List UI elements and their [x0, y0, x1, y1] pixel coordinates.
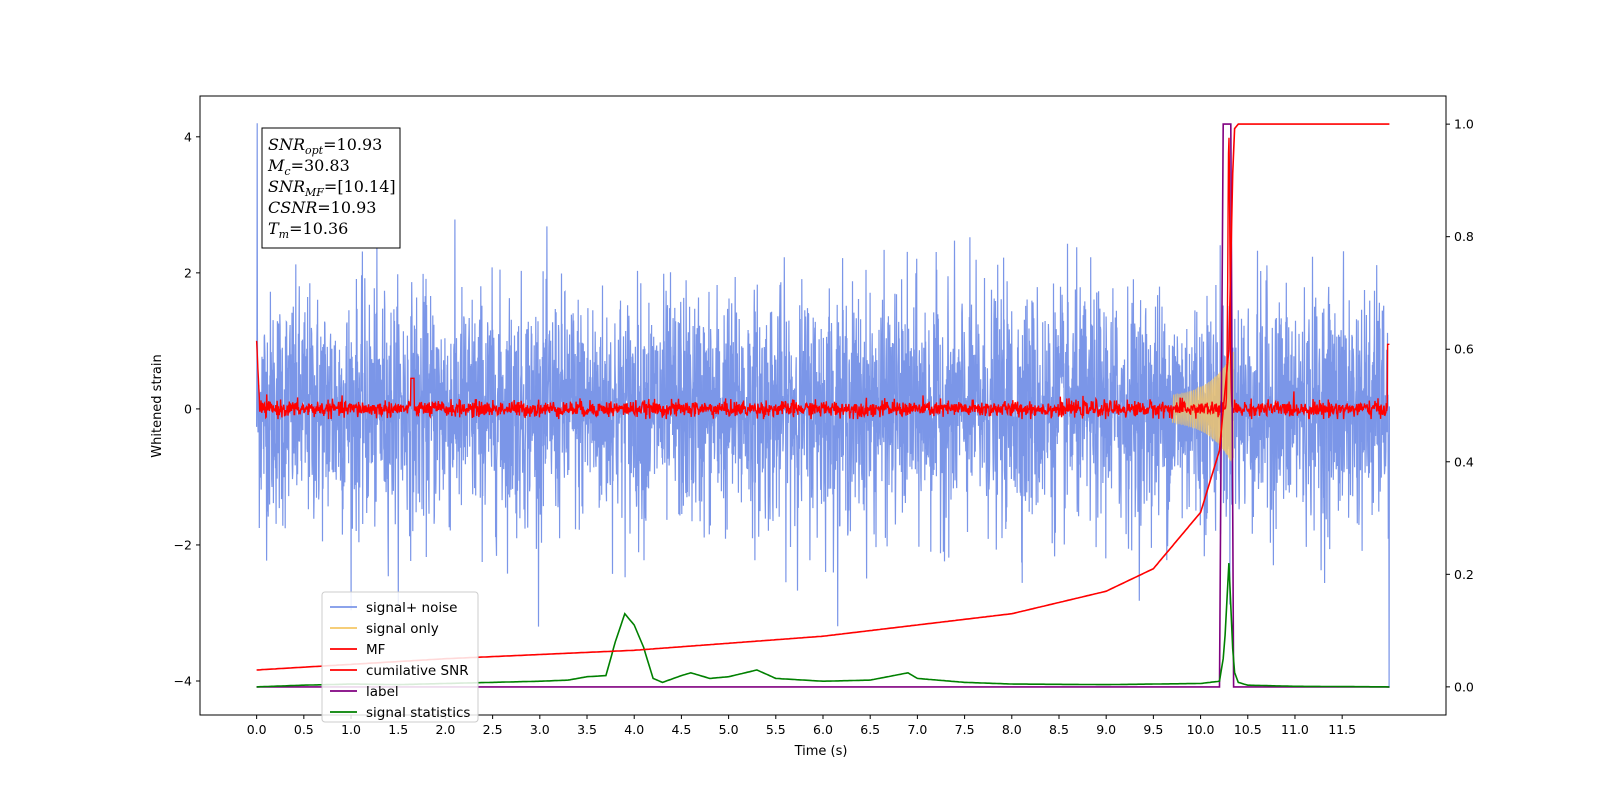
mf-line	[255, 137, 1390, 420]
x-tick-label: 3.0	[530, 722, 550, 737]
y2-tick-label: 0.2	[1454, 567, 1474, 582]
x-tick-label: 7.0	[907, 722, 927, 737]
annotation-box: SNRopt=10.93Mc=30.83SNRMF=[10.14]CSNR=10…	[261, 127, 401, 249]
x-tick-label: 9.5	[1143, 722, 1163, 737]
axis-ticks: 0.0 0.5 1.0 1.5 2.0 2.5 3.0 3.5 4.0 4.5 5.0 5.5 6.0 6…	[174, 117, 1474, 737]
y2-tick-label: 0.8	[1454, 229, 1474, 244]
annotation-line: SNRopt=10.93	[268, 135, 382, 157]
svg-text:signal statistics: signal statistics	[366, 705, 470, 721]
x-tick-label: 3.5	[577, 722, 597, 737]
svg-text:cumilative SNR: cumilative SNR	[366, 663, 469, 679]
signal-noise-series	[256, 123, 1390, 688]
legend-entry: label	[330, 684, 399, 700]
x-tick-label: 8.0	[1002, 722, 1022, 737]
x-tick-label: 5.0	[719, 722, 739, 737]
x-tick-label: 0.0	[247, 722, 267, 737]
y-tick-label: −2	[174, 537, 192, 552]
x-tick-label: 11.0	[1281, 722, 1309, 737]
label-line	[256, 123, 1390, 688]
annotation-line: Mc=30.83	[267, 156, 350, 178]
annotation-line: Tm=10.36	[268, 219, 348, 241]
legend-entry: cumilative SNR	[330, 663, 469, 679]
x-tick-label: 10.5	[1234, 722, 1262, 737]
x-tick-label: 9.0	[1096, 722, 1116, 737]
x-tick-label: 10.0	[1187, 722, 1215, 737]
x-tick-label: 8.5	[1049, 722, 1069, 737]
y2-tick-label: 0.0	[1454, 679, 1474, 694]
x-tick-label: 6.0	[813, 722, 833, 737]
x-tick-label: 11.5	[1328, 722, 1356, 737]
mf-series	[255, 137, 1390, 420]
legend-entry: signal only	[330, 621, 439, 637]
x-tick-label: 4.0	[624, 722, 644, 737]
legend-entry: signal+ noise	[330, 600, 457, 616]
y-tick-label: 0	[184, 401, 192, 416]
y2-tick-label: 0.6	[1454, 342, 1474, 357]
y-axis-label: Whitened strain	[150, 354, 165, 457]
y-tick-label: 2	[184, 265, 192, 280]
y2-tick-label: 1.0	[1454, 117, 1474, 132]
x-tick-label: 4.5	[671, 722, 691, 737]
svg-text:signal only: signal only	[366, 621, 439, 637]
y2-tick-label: 0.4	[1454, 454, 1474, 469]
x-tick-label: 5.5	[766, 722, 786, 737]
x-tick-label: 1.0	[341, 722, 361, 737]
x-axis-label: Time (s)	[794, 744, 848, 759]
legend-entry: signal statistics	[330, 705, 470, 721]
annotation-line: CSNR=10.93	[268, 198, 376, 217]
svg-text:signal+ noise: signal+ noise	[366, 600, 457, 616]
x-tick-label: 6.5	[860, 722, 880, 737]
svg-text:label: label	[366, 684, 399, 700]
signal-noise-line	[256, 123, 1390, 688]
x-tick-label: 1.5	[388, 722, 408, 737]
x-tick-label: 0.5	[294, 722, 314, 737]
annotation-line: SNRMF=[10.14]	[268, 177, 396, 199]
x-tick-label: 7.5	[955, 722, 975, 737]
y-tick-label: −4	[174, 673, 192, 688]
x-tick-label: 2.0	[435, 722, 455, 737]
y-tick-label: 4	[184, 129, 192, 144]
legend: signal+ noise signal only MF cumilative SNR…	[321, 591, 479, 723]
svg-text:MF: MF	[366, 642, 385, 658]
x-tick-label: 2.5	[483, 722, 503, 737]
legend-entry: MF	[330, 642, 385, 658]
